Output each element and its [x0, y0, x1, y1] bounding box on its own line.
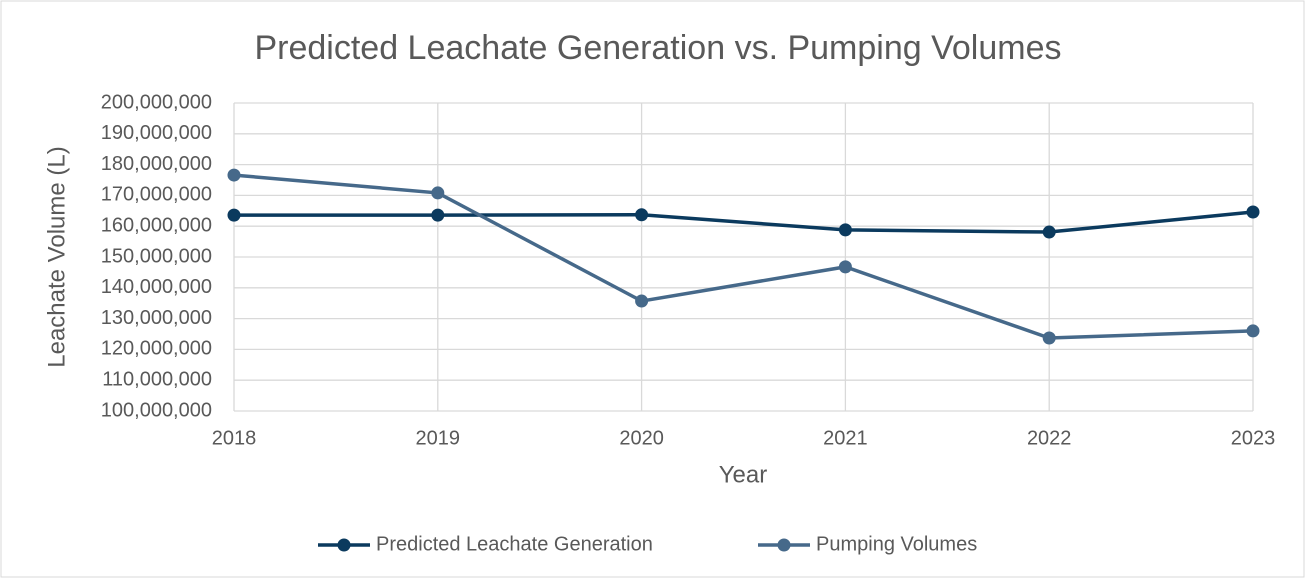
- data-point: [838, 260, 852, 274]
- x-tick-label: 2023: [1231, 427, 1276, 449]
- chart-title: Predicted Leachate Generation vs. Pumpin…: [254, 29, 1061, 67]
- y-tick-label: 150,000,000: [101, 245, 212, 267]
- legend-label: Predicted Leachate Generation: [376, 533, 653, 555]
- y-tick-label: 200,000,000: [101, 91, 212, 113]
- data-point: [838, 223, 852, 237]
- x-tick-label: 2018: [212, 427, 257, 449]
- data-point: [635, 294, 649, 308]
- data-point: [1246, 205, 1260, 219]
- y-tick-label: 160,000,000: [101, 214, 212, 236]
- x-tick-label: 2020: [619, 427, 664, 449]
- data-point: [431, 208, 445, 222]
- data-point: [1042, 225, 1056, 239]
- y-axis-label: Leachate Volume (L): [43, 146, 70, 367]
- data-point: [227, 168, 241, 182]
- data-point: [635, 208, 649, 222]
- y-tick-label: 140,000,000: [101, 276, 212, 298]
- series-line: [233, 173, 1254, 340]
- legend-marker: [337, 538, 351, 552]
- y-tick-label: 190,000,000: [101, 122, 212, 144]
- y-tick-label: 180,000,000: [101, 153, 212, 175]
- y-tick-label: 170,000,000: [101, 184, 212, 206]
- y-tick-label: 110,000,000: [102, 368, 212, 390]
- data-point: [227, 208, 241, 222]
- data-point: [1246, 324, 1260, 338]
- y-tick-label: 120,000,000: [101, 338, 212, 360]
- legend-marker: [777, 538, 791, 552]
- legend-label: Pumping Volumes: [816, 533, 977, 555]
- data-point: [431, 186, 445, 200]
- x-tick-label: 2019: [416, 427, 461, 449]
- y-tick-label: 100,000,000: [101, 399, 212, 421]
- y-tick-label: 130,000,000: [101, 307, 212, 329]
- x-tick-label: 2022: [1027, 427, 1072, 449]
- x-axis-label: Year: [719, 461, 768, 488]
- data-point: [1042, 331, 1056, 345]
- x-tick-label: 2021: [823, 427, 868, 449]
- series-line: [234, 210, 1254, 234]
